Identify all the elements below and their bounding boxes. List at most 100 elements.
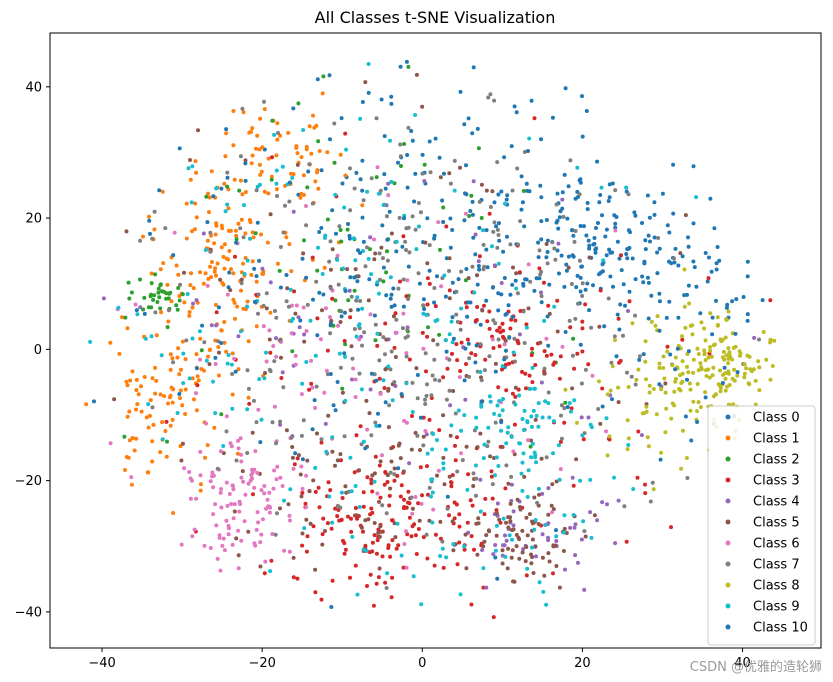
point-class-2 [225,184,230,189]
point-class-9 [543,523,548,527]
point-class-0 [580,264,584,269]
point-class-5 [295,162,300,167]
point-class-5 [372,471,377,476]
point-class-0 [570,228,575,233]
point-class-9 [500,364,505,369]
point-class-3 [455,435,459,440]
point-class-5 [441,455,446,460]
point-class-9 [390,398,395,403]
point-class-10 [377,423,382,428]
point-class-9 [355,592,360,597]
point-class-3 [643,491,648,496]
point-class-8 [696,352,701,356]
point-class-5 [506,481,511,486]
point-class-2 [476,146,481,151]
point-class-5 [188,158,192,162]
point-class-6 [237,499,242,504]
point-class-6 [228,441,233,446]
point-class-6 [300,486,305,491]
point-class-1 [317,149,322,153]
point-class-1 [274,187,279,192]
point-class-2 [385,249,389,254]
point-class-9 [451,542,456,547]
point-class-4 [539,290,543,295]
point-class-7 [539,294,544,299]
point-class-10 [733,331,738,336]
point-class-0 [730,299,735,304]
point-class-9 [536,401,541,406]
point-class-7 [398,142,403,147]
point-class-6 [256,520,261,525]
point-class-10 [478,322,483,327]
point-class-2 [399,164,403,168]
point-class-1 [150,459,155,464]
point-class-3 [572,366,577,371]
point-class-6 [272,468,277,473]
point-class-0 [389,304,394,309]
point-class-1 [193,159,198,164]
point-class-6 [394,330,399,335]
point-class-1 [168,352,173,357]
point-class-7 [262,99,266,104]
point-class-7 [273,532,278,537]
point-class-8 [747,354,752,359]
point-class-5 [524,515,529,520]
point-class-6 [188,496,193,501]
point-class-8 [746,381,751,386]
point-class-3 [401,565,406,570]
point-class-1 [159,310,164,315]
point-class-10 [587,246,592,251]
point-class-5 [366,298,371,303]
point-class-2 [467,214,472,218]
point-class-8 [699,367,704,372]
point-class-2 [381,279,386,284]
point-class-9 [499,428,503,433]
point-class-10 [545,314,550,319]
point-class-9 [361,439,366,444]
point-class-1 [233,316,237,321]
point-class-3 [551,571,555,576]
point-class-7 [310,201,315,206]
point-class-7 [482,368,487,373]
point-class-7 [573,229,578,233]
point-class-7 [407,250,412,255]
point-class-6 [255,470,260,475]
point-class-1 [187,310,192,314]
point-class-5 [550,482,555,487]
point-class-3 [583,302,588,307]
point-class-6 [271,344,276,348]
point-class-5 [514,544,519,549]
point-class-5 [291,555,296,560]
point-class-7 [685,476,690,480]
point-class-9 [501,397,505,401]
point-class-0 [496,291,501,296]
point-class-7 [573,316,578,321]
point-class-10 [369,371,374,376]
point-class-1 [198,336,203,341]
point-class-6 [404,529,408,534]
point-class-7 [394,317,399,322]
point-class-1 [117,351,122,356]
point-class-5 [340,390,345,395]
point-class-9 [375,280,380,285]
point-class-3 [475,305,480,309]
point-class-3 [390,518,394,523]
point-class-5 [511,527,516,532]
point-class-0 [667,230,672,235]
point-class-5 [438,175,443,180]
point-class-2 [325,217,330,222]
point-class-9 [626,443,631,447]
point-class-0 [383,186,388,191]
point-class-10 [396,466,401,471]
point-class-10 [526,149,530,153]
point-class-2 [441,205,446,210]
point-class-1 [254,279,259,284]
point-class-4 [503,533,507,538]
point-class-3 [433,304,438,309]
point-class-1 [170,400,175,405]
point-class-4 [504,538,509,543]
point-class-6 [436,468,441,473]
point-class-3 [552,360,557,365]
point-class-5 [410,506,415,511]
point-class-5 [364,398,369,403]
